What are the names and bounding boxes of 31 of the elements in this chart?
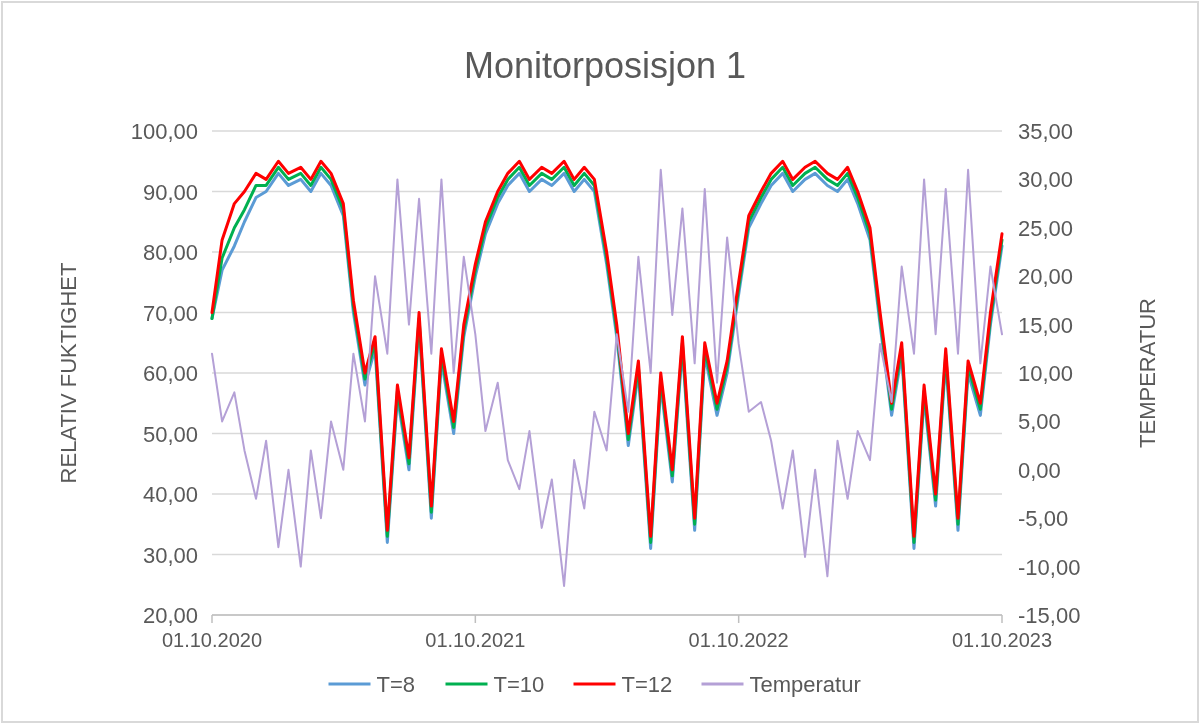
legend-label: T=12 [621, 672, 673, 697]
y-axis-title: RELATIV FUKTIGHET [56, 262, 81, 484]
x-tick-label: 01.10.2022 [688, 629, 789, 651]
chart-title: Monitorposisjon 1 [463, 45, 747, 86]
y2-tick-label: -10,00 [1018, 554, 1081, 580]
legend-label: T=10 [493, 672, 545, 697]
y2-tick-label: -5,00 [1018, 506, 1069, 532]
x-tick-label: 01.10.2021 [425, 629, 526, 651]
y-tick-label: 70,00 [142, 300, 198, 326]
y-tick-label: 60,00 [142, 361, 198, 386]
y-tick-label: 50,00 [142, 421, 198, 447]
y2-tick-label: 15,00 [1018, 312, 1074, 338]
y2-tick-label: 10,00 [1018, 361, 1074, 386]
y2-tick-label: 30,00 [1018, 167, 1074, 193]
y-tick-label: 20,00 [142, 603, 198, 628]
y2-tick-label: 20,00 [1018, 264, 1074, 290]
y-tick-label: 40,00 [142, 482, 198, 507]
y2-tick-label: 35,00 [1018, 119, 1074, 144]
y2-tick-label: -15,00 [1018, 603, 1081, 628]
y-tick-label: 80,00 [142, 240, 198, 265]
legend-label: T=8 [376, 672, 416, 697]
legend-label: Temperatur [749, 672, 861, 697]
y2-axis-title: TEMPERATUR [1135, 298, 1160, 448]
x-tick-label: 01.10.2020 [161, 629, 263, 651]
x-tick-label: 01.10.2023 [951, 629, 1053, 651]
y2-tick-label: 0,00 [1018, 457, 1061, 483]
y-tick-label: 30,00 [142, 542, 198, 568]
y2-tick-label: 25,00 [1018, 215, 1074, 241]
y-tick-label: 100,00 [130, 119, 198, 144]
y2-tick-label: 5,00 [1018, 409, 1061, 435]
y-tick-label: 90,00 [142, 179, 198, 205]
